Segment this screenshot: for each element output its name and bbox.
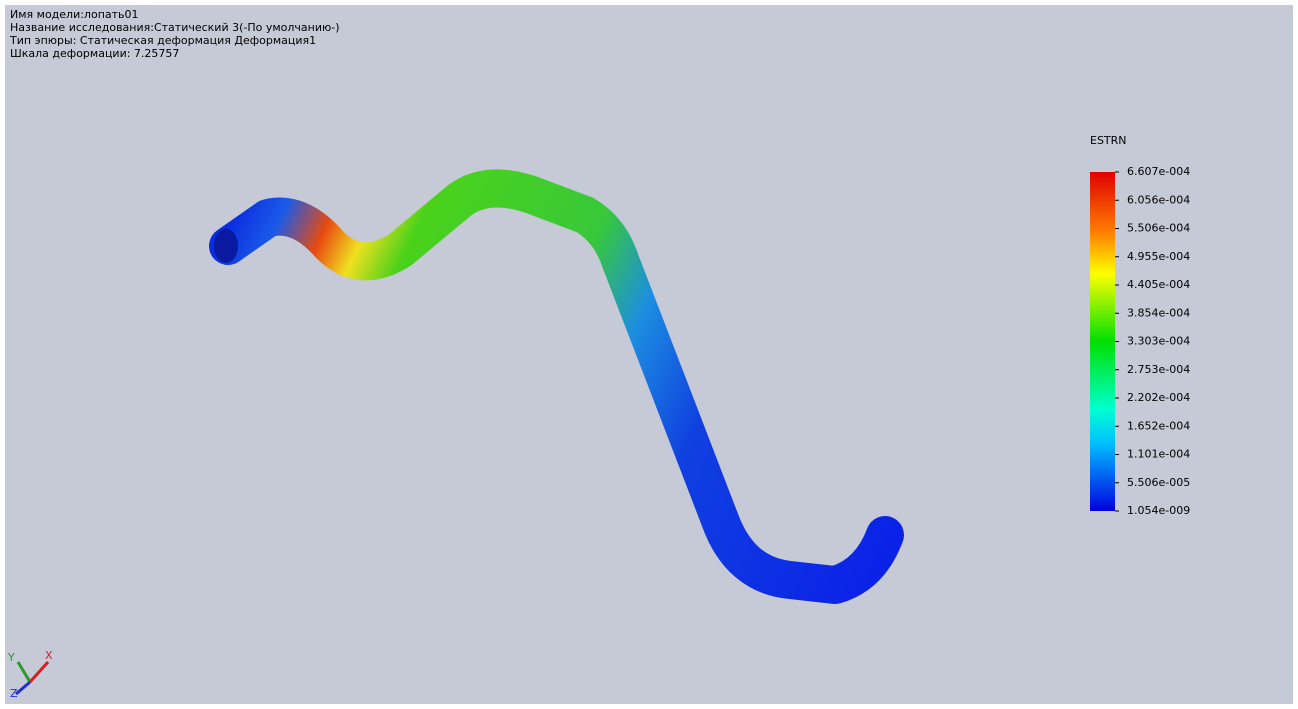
axis-x: X [45, 649, 53, 662]
info-line: Название исследования:Статический 3(-По … [10, 21, 340, 34]
legend-label: 5.506e-004 [1127, 222, 1190, 235]
axis-y: Y [7, 651, 15, 664]
legend-label: 6.607e-004 [1127, 165, 1190, 178]
axis-z: Z [10, 687, 18, 700]
page: Имя модели:лопать01Название исследования… [0, 0, 1298, 709]
legend-label: 2.753e-004 [1127, 363, 1190, 376]
legend-label: 1.652e-004 [1127, 419, 1190, 432]
legend-label: 1.101e-004 [1127, 448, 1190, 461]
legend-label: 4.405e-004 [1127, 278, 1190, 291]
viewport: Имя модели:лопать01Название исследования… [0, 0, 1298, 709]
info-line: Тип эпюры: Статическая деформация Деформ… [9, 34, 316, 47]
legend-label: 5.506e-005 [1127, 476, 1190, 489]
legend-label: 2.202e-004 [1127, 391, 1190, 404]
legend-label: 1.054e-009 [1127, 504, 1190, 517]
info-line: Шкала деформации: 7.25757 [10, 47, 179, 60]
tube-end [214, 229, 238, 263]
legend-label: 4.955e-004 [1127, 250, 1190, 263]
legend-title: ESTRN [1090, 134, 1127, 147]
legend-label: 3.854e-004 [1127, 306, 1190, 319]
legend-label: 6.056e-004 [1127, 193, 1190, 206]
info-line: Имя модели:лопать01 [10, 8, 139, 21]
color-scale [1090, 172, 1115, 511]
legend-label: 3.303e-004 [1127, 335, 1190, 348]
